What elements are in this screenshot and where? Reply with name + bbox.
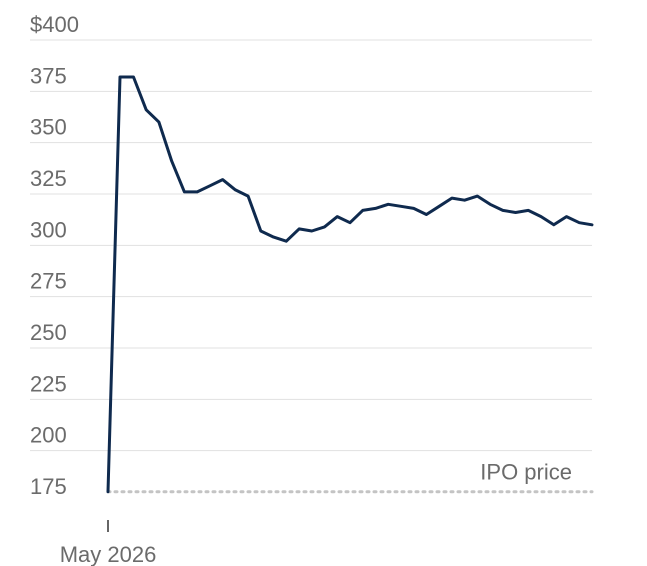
ipo-price-reference: IPO price (106, 460, 594, 494)
price-line (106, 75, 594, 494)
y-tick-label: 275 (30, 269, 67, 294)
y-tick-label: 175 (30, 474, 67, 499)
gridlines (30, 39, 592, 452)
x-axis: May 2026 (60, 520, 157, 566)
y-tick-label: $400 (30, 12, 79, 37)
ipo-price-label: IPO price (480, 460, 572, 485)
y-tick-label: 250 (30, 320, 67, 345)
y-tick-label: 300 (30, 217, 67, 242)
x-tick-label: May 2026 (60, 542, 157, 566)
y-tick-label: 225 (30, 371, 67, 396)
y-tick-label: 200 (30, 423, 67, 448)
price-series (106, 75, 594, 494)
y-axis-tick-labels: $400 375 350 325 300 275 250 225 200 175 (30, 12, 79, 499)
y-tick-label: 375 (30, 63, 67, 88)
y-tick-label: 325 (30, 166, 67, 191)
y-tick-label: 350 (30, 115, 67, 140)
